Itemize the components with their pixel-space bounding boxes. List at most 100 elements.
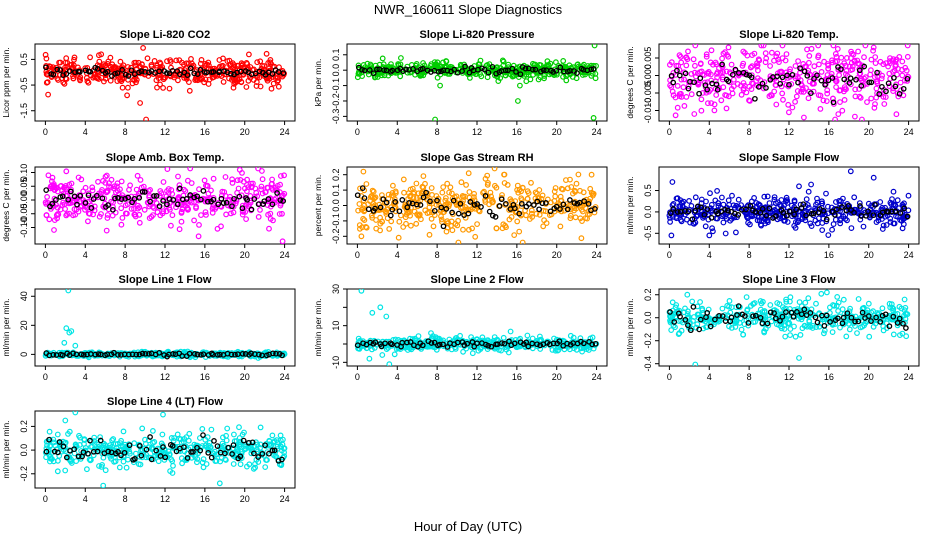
point xyxy=(713,198,718,203)
point xyxy=(804,197,809,202)
x-tick-label: 16 xyxy=(200,127,210,137)
panel-title: Slope Li-820 Pressure xyxy=(420,29,535,41)
average-point xyxy=(488,209,492,213)
point xyxy=(691,57,696,62)
x-tick-label: 0 xyxy=(43,372,48,382)
point xyxy=(264,52,269,57)
x-tick-label: 24 xyxy=(904,372,914,382)
outlier-point xyxy=(797,356,802,361)
y-tick-label: 0.0 xyxy=(19,444,29,457)
x-tick-label: 4 xyxy=(707,127,712,137)
x-tick-label: 4 xyxy=(707,372,712,382)
point xyxy=(186,178,191,183)
y-axis-label: ml/min per min. xyxy=(625,298,635,356)
point xyxy=(798,333,803,338)
point xyxy=(867,334,872,339)
x-tick-label: 16 xyxy=(200,250,210,260)
x-tick-label: 12 xyxy=(472,372,482,382)
y-axis-label: ml/min per min. xyxy=(1,298,11,356)
data-points xyxy=(356,43,599,122)
average-point xyxy=(201,189,205,193)
point xyxy=(714,93,719,98)
point xyxy=(706,101,711,106)
point xyxy=(429,217,434,222)
x-tick-label: 8 xyxy=(435,127,440,137)
point xyxy=(806,189,811,194)
point xyxy=(869,57,874,62)
point xyxy=(818,107,823,112)
average-point xyxy=(457,211,461,215)
point xyxy=(786,103,791,108)
average-point xyxy=(568,198,572,202)
data-points xyxy=(43,46,286,122)
point xyxy=(119,206,124,211)
point xyxy=(517,229,522,234)
point xyxy=(831,222,836,227)
point xyxy=(724,106,729,111)
point xyxy=(844,334,849,339)
point xyxy=(196,234,201,239)
panel-title: Slope Line 4 (LT) Flow xyxy=(107,396,223,408)
point xyxy=(391,183,396,188)
y-tick-label: -0.1 xyxy=(331,78,341,94)
point xyxy=(108,55,113,60)
point xyxy=(836,112,841,117)
point xyxy=(734,230,739,235)
point xyxy=(140,426,145,431)
x-tick-label: 0 xyxy=(667,127,672,137)
x-tick-label: 8 xyxy=(123,372,128,382)
point xyxy=(404,222,409,227)
y-tick-label: 30 xyxy=(331,284,341,294)
point xyxy=(819,70,824,75)
outlier-point xyxy=(125,93,130,98)
point xyxy=(461,350,466,355)
point xyxy=(675,84,680,89)
x-tick-label: 4 xyxy=(395,372,400,382)
outlier-point xyxy=(138,101,143,106)
point xyxy=(838,221,843,226)
point xyxy=(855,331,860,336)
point xyxy=(471,351,476,356)
y-tick-label: -0.3 xyxy=(331,109,341,125)
point xyxy=(873,61,878,66)
point xyxy=(819,292,824,297)
point xyxy=(380,56,385,61)
x-tick-label: 4 xyxy=(83,494,88,504)
x-tick-label: 12 xyxy=(160,127,170,137)
point xyxy=(258,59,263,64)
point xyxy=(187,432,192,437)
point xyxy=(720,306,725,311)
y-axis-label: degrees C per min. xyxy=(1,169,11,241)
point xyxy=(780,91,785,96)
point xyxy=(824,191,829,196)
point xyxy=(820,228,825,233)
point xyxy=(397,219,402,224)
x-tick-label: 8 xyxy=(747,127,752,137)
point xyxy=(712,108,717,113)
point xyxy=(224,438,229,443)
point xyxy=(170,213,175,218)
x-tick-label: 16 xyxy=(512,250,522,260)
point xyxy=(783,334,788,339)
point xyxy=(256,215,261,220)
point xyxy=(430,193,435,198)
average-point xyxy=(389,213,393,217)
point xyxy=(258,208,263,213)
point xyxy=(364,182,369,187)
outlier-point xyxy=(378,305,383,310)
outlier-point xyxy=(825,290,830,295)
y-tick-label: 0.0 xyxy=(643,206,653,219)
point xyxy=(119,179,124,184)
x-tick-label: 20 xyxy=(864,250,874,260)
data-points xyxy=(43,166,286,243)
outlier-point xyxy=(692,112,697,117)
x-tick-label: 12 xyxy=(472,250,482,260)
point xyxy=(806,296,811,301)
point xyxy=(812,64,817,69)
point xyxy=(459,180,464,185)
